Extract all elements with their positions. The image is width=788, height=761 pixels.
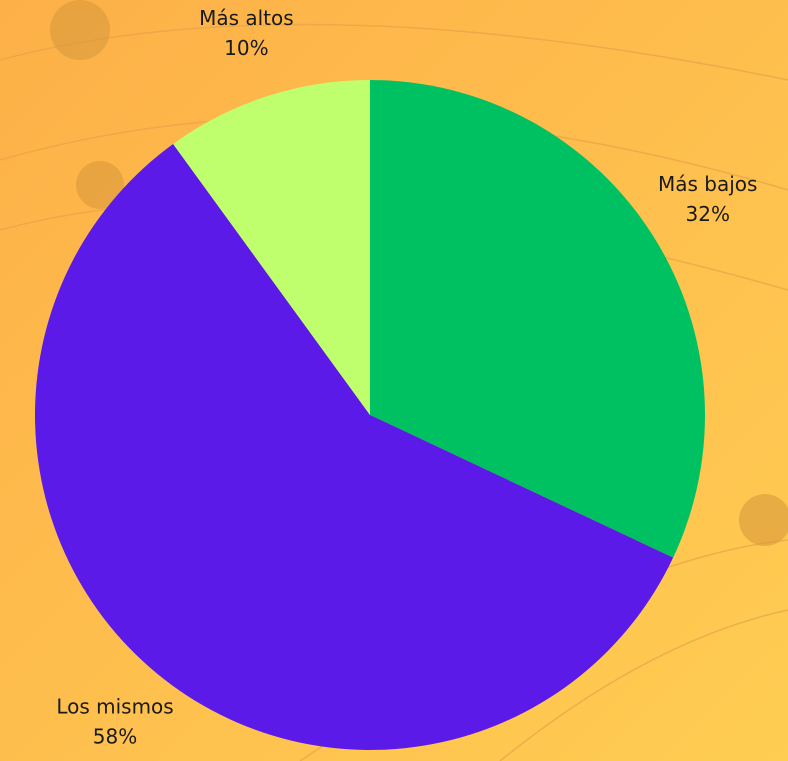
value-label: 32% (686, 202, 730, 226)
chart: Más bajos 32% Los mismos 58% Más altos 10% (0, 0, 788, 761)
value-label: 58% (93, 725, 137, 749)
value-label: 10% (224, 36, 268, 60)
slice-label: Más bajos (658, 172, 757, 196)
slice-label: Los mismos (56, 695, 173, 719)
slice-label: Más altos (199, 6, 294, 30)
